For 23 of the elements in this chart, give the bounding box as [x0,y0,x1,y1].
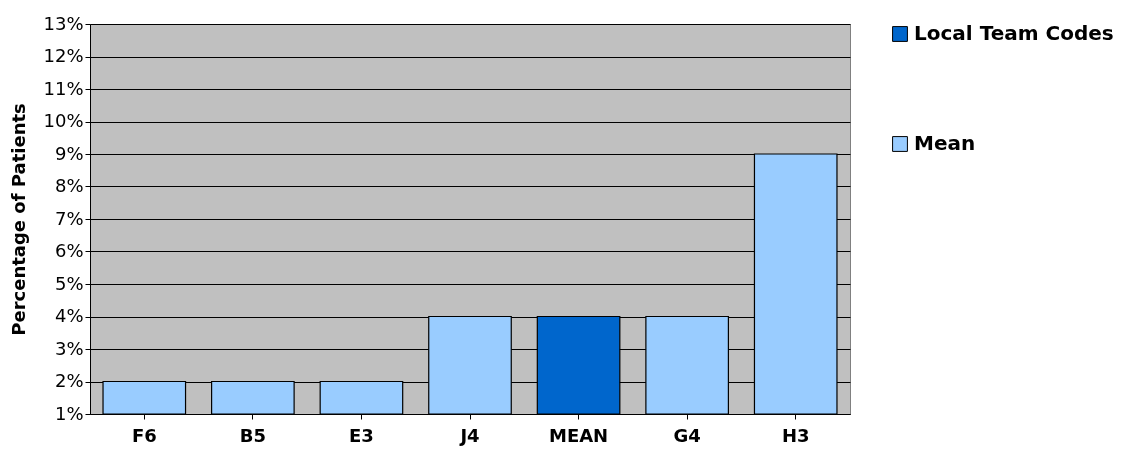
x-tick-label: MEAN [548,424,609,446]
y-tick-label: 11% [43,77,84,99]
x-tick-label: E3 [349,424,374,446]
x-tick-label: G4 [673,424,701,446]
y-tick-label: 8% [54,175,84,196]
y-tick-label: 4% [54,305,84,326]
y-tick-label: 6% [54,240,84,261]
y-tick-label: 3% [54,337,84,359]
legend-label: Local Team Codes [914,21,1114,45]
x-tick-label: J4 [458,424,480,446]
y-tick-label: 5% [54,272,84,294]
y-tick-label: 13% [43,12,84,34]
y-tick-label: 10% [43,110,84,131]
y-axis-title: Percentage of Patients [8,103,30,336]
y-tick-label: 7% [54,207,84,229]
legend-label: Mean [914,131,976,155]
y-tick-label: 1% [54,402,84,424]
x-tick-label: F6 [131,424,157,446]
x-tick-label: H3 [781,424,810,446]
y-tick-label: 9% [54,142,84,164]
y-tick-label: 12% [43,45,84,66]
x-tick-label: B5 [239,424,266,446]
y-tick-label: 2% [54,370,84,391]
